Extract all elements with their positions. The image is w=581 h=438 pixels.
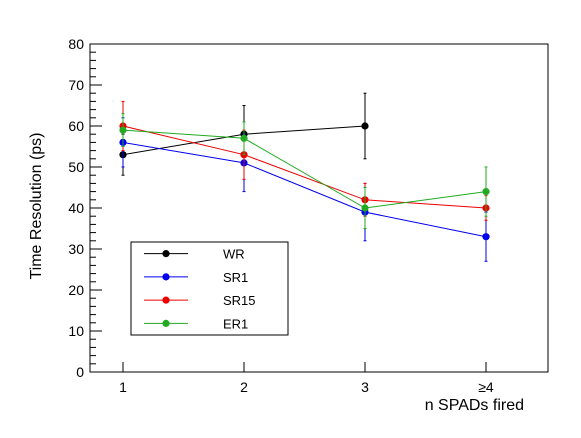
legend-label-sr15: SR15 — [223, 293, 256, 308]
y-tick-label: 0 — [76, 364, 84, 380]
legend-box — [130, 241, 289, 336]
legend-label-er1: ER1 — [223, 316, 248, 331]
series-sr1 — [119, 117, 490, 262]
y-axis: 0 10 20 30 40 50 60 70 80 — [68, 36, 102, 380]
x-tick-label: 1 — [119, 379, 127, 395]
data-point-er1 — [119, 126, 127, 134]
y-tick-label: 40 — [68, 200, 84, 216]
y-tick-label: 20 — [68, 282, 84, 298]
legend-marker-wr — [162, 250, 170, 258]
plot-marks — [119, 92, 490, 262]
series-line-er1 — [122, 129, 487, 209]
x-axis-title: n SPADs fired — [425, 397, 524, 414]
series-sr15 — [119, 100, 490, 221]
legend-label-wr: WR — [223, 247, 245, 262]
series-line-sr1 — [122, 141, 487, 238]
x-axis: 1 2 3 ≥4 — [119, 362, 494, 395]
legend-label-sr1: SR1 — [223, 270, 248, 285]
x-tick-label: 3 — [361, 379, 369, 395]
series-er1 — [119, 113, 490, 229]
x-tick-label: ≥4 — [478, 379, 494, 395]
y-tick-label: 60 — [68, 118, 84, 134]
legend-marker-er1 — [162, 319, 170, 327]
y-axis-title: Time Resolution (ps) — [28, 132, 45, 279]
data-point-sr1 — [482, 233, 490, 241]
legend: WR SR1 SR15 ER1 — [130, 241, 289, 336]
data-point-er1 — [361, 204, 369, 212]
y-tick-label: 30 — [68, 241, 84, 257]
data-point-er1 — [482, 188, 490, 196]
y-tick-label: 10 — [68, 323, 84, 339]
data-point-wr — [361, 122, 369, 130]
legend-marker-sr1 — [162, 273, 170, 281]
legend-marker-sr15 — [162, 296, 170, 304]
series-line-sr15 — [122, 125, 487, 209]
y-tick-label: 80 — [68, 36, 84, 52]
y-tick-label: 50 — [68, 159, 84, 175]
data-point-er1 — [240, 134, 248, 142]
x-tick-label: 2 — [240, 379, 248, 395]
y-tick-label: 70 — [68, 77, 84, 93]
